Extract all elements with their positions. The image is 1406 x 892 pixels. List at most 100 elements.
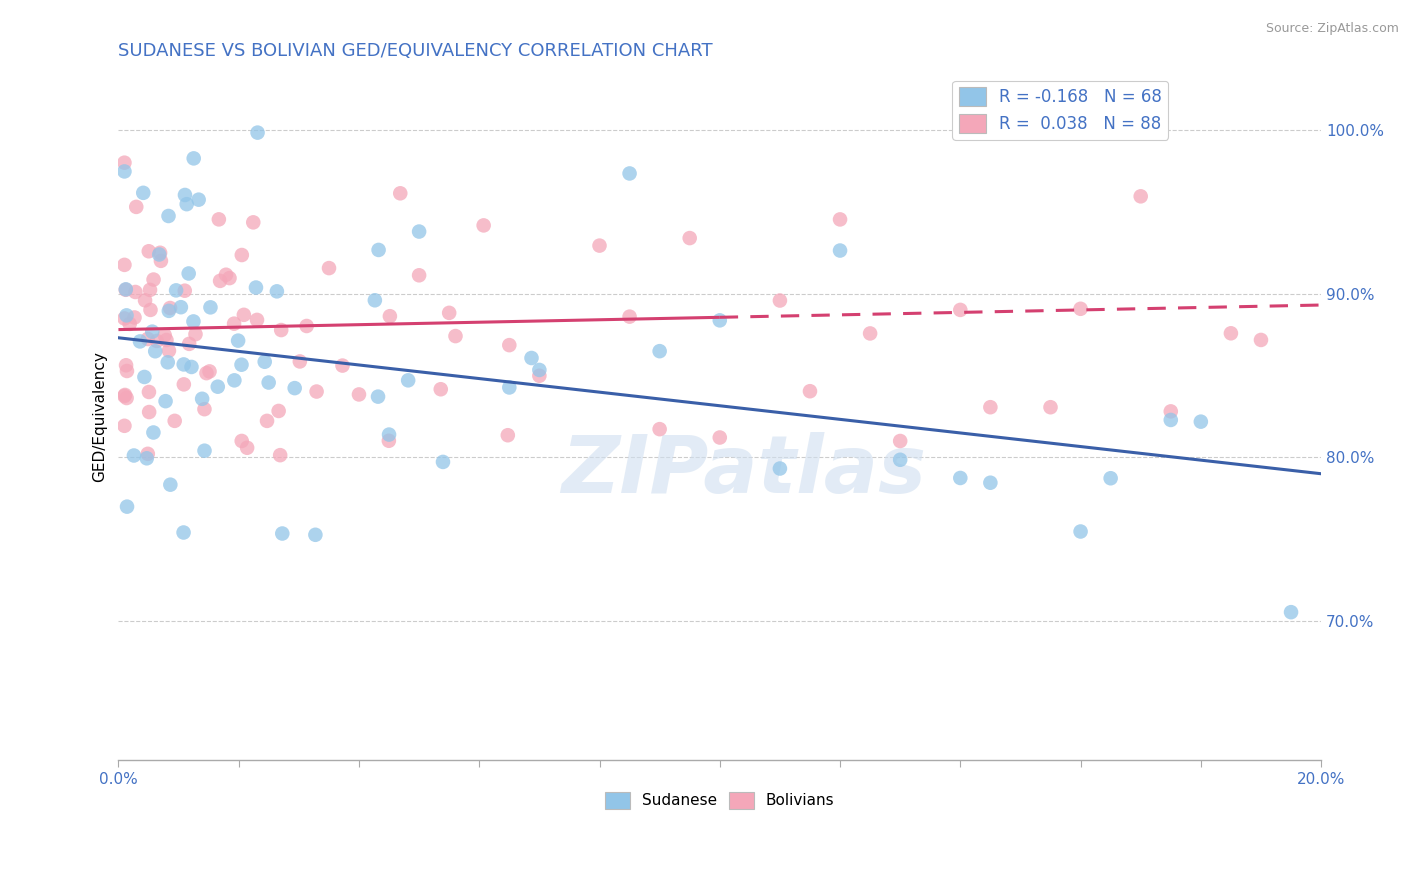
- Point: [679, 231, 702, 245]
- Text: Source: ZipAtlas.com: Source: ZipAtlas.com: [1265, 22, 1399, 36]
- Point: [588, 238, 610, 252]
- Point: [1070, 524, 1092, 539]
- Point: [184, 327, 207, 342]
- Point: [142, 425, 165, 440]
- Point: [149, 253, 172, 268]
- Point: [146, 334, 169, 348]
- Point: [284, 381, 307, 395]
- Point: [114, 388, 136, 402]
- Point: [1219, 326, 1241, 341]
- Point: [408, 268, 430, 283]
- Point: [139, 283, 162, 297]
- Point: [529, 368, 551, 383]
- Point: [889, 452, 911, 467]
- Point: [472, 219, 495, 233]
- Point: [215, 268, 238, 282]
- Point: [270, 323, 292, 337]
- Point: [498, 380, 520, 394]
- Point: [115, 500, 138, 514]
- Point: [378, 309, 401, 323]
- Point: [295, 318, 318, 333]
- Point: [408, 225, 430, 239]
- Point: [246, 313, 269, 327]
- Point: [619, 310, 641, 324]
- Text: ZIPatlas: ZIPatlas: [561, 433, 927, 510]
- Y-axis label: GED/Equivalency: GED/Equivalency: [93, 351, 107, 482]
- Point: [266, 285, 288, 299]
- Point: [193, 402, 215, 417]
- Point: [129, 334, 152, 349]
- Point: [288, 354, 311, 368]
- Point: [173, 358, 195, 372]
- Point: [114, 283, 136, 297]
- Point: [269, 448, 291, 462]
- Point: [155, 394, 177, 409]
- Point: [1160, 404, 1182, 418]
- Point: [170, 300, 193, 314]
- Point: [208, 212, 231, 227]
- Point: [163, 414, 186, 428]
- Point: [198, 364, 221, 378]
- Point: [949, 302, 972, 317]
- Point: [114, 155, 136, 169]
- Point: [224, 373, 246, 387]
- Point: [191, 392, 214, 406]
- Point: [979, 401, 1001, 415]
- Point: [437, 306, 460, 320]
- Point: [364, 293, 387, 308]
- Point: [138, 244, 160, 259]
- Point: [135, 451, 157, 466]
- Point: [1189, 415, 1212, 429]
- Point: [125, 200, 148, 214]
- Point: [949, 471, 972, 485]
- Point: [1070, 301, 1092, 316]
- Point: [396, 373, 419, 387]
- Point: [193, 443, 215, 458]
- Point: [148, 247, 170, 261]
- Point: [256, 414, 278, 428]
- Point: [173, 284, 195, 298]
- Point: [156, 355, 179, 369]
- Point: [246, 126, 269, 140]
- Point: [367, 243, 389, 257]
- Point: [173, 525, 195, 540]
- Point: [180, 359, 202, 374]
- Point: [155, 333, 177, 347]
- Point: [828, 244, 851, 258]
- Point: [115, 309, 138, 323]
- Point: [267, 404, 290, 418]
- Point: [236, 441, 259, 455]
- Point: [304, 528, 326, 542]
- Point: [245, 280, 267, 294]
- Point: [115, 358, 138, 372]
- Point: [122, 449, 145, 463]
- Point: [134, 370, 156, 384]
- Point: [187, 193, 209, 207]
- Point: [222, 317, 245, 331]
- Point: [859, 326, 882, 341]
- Point: [520, 351, 543, 365]
- Point: [305, 384, 328, 399]
- Point: [200, 301, 222, 315]
- Point: [157, 343, 180, 358]
- Point: [207, 380, 229, 394]
- Point: [176, 197, 198, 211]
- Point: [157, 303, 180, 318]
- Point: [183, 314, 205, 328]
- Point: [114, 164, 136, 178]
- Point: [619, 166, 641, 180]
- Point: [1160, 413, 1182, 427]
- Point: [1250, 333, 1272, 347]
- Point: [114, 282, 136, 296]
- Point: [114, 258, 136, 272]
- Point: [226, 334, 249, 348]
- Point: [378, 434, 401, 448]
- Point: [367, 390, 389, 404]
- Point: [498, 338, 520, 352]
- Point: [139, 302, 162, 317]
- Point: [232, 308, 254, 322]
- Point: [179, 336, 201, 351]
- Point: [318, 261, 340, 276]
- Point: [429, 382, 451, 396]
- Point: [444, 329, 467, 343]
